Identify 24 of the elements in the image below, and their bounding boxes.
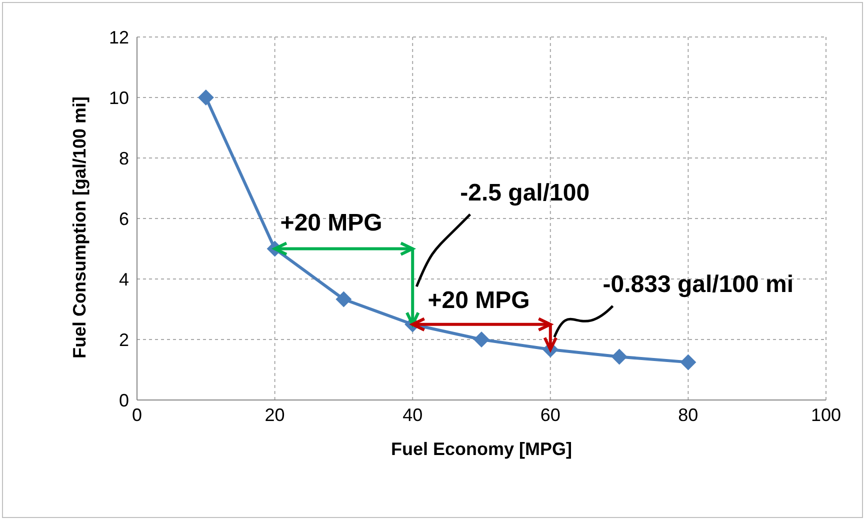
- point: [474, 332, 490, 348]
- x-tick-label: 0: [132, 404, 142, 425]
- x-axis-title: Fuel Economy [MPG]: [390, 439, 572, 459]
- annotation: +20 MPG: [280, 210, 382, 237]
- y-tick-label: 2: [118, 330, 129, 350]
- y-tick-label: 0: [118, 390, 129, 410]
- annotation: -2.5 gal/100: [460, 179, 590, 206]
- point: [611, 348, 628, 365]
- y-tick-label: 8: [118, 148, 129, 168]
- x-tick-label: 60: [540, 404, 560, 425]
- point: [336, 291, 352, 308]
- point: [680, 354, 696, 370]
- y-tick-label: 4: [118, 269, 129, 290]
- annotation: -0.833 gal/100 mi: [602, 271, 794, 298]
- annotation: +20 MPG: [428, 287, 530, 314]
- point: [198, 90, 214, 106]
- y-tick-label: 6: [118, 208, 129, 229]
- y-axis-title: Fuel Consumption [gal/100 mi]: [69, 96, 90, 358]
- x-tick-label: 100: [810, 404, 842, 425]
- x-tick-label: 40: [402, 404, 423, 425]
- y-tick-label: 10: [108, 88, 129, 108]
- x-tick-label: 80: [678, 404, 698, 425]
- x-tick-label: 20: [264, 404, 285, 425]
- y-tick-label: 12: [108, 27, 129, 48]
